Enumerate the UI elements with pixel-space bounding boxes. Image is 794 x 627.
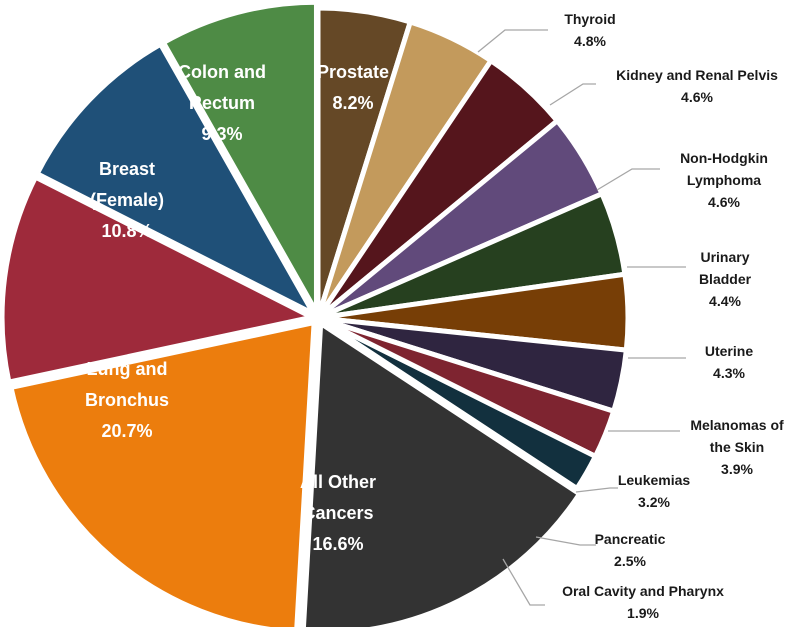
category-label: Lung and [87, 359, 168, 379]
category-label: Pancreatic [595, 531, 666, 547]
category-label: Cancers [302, 503, 373, 523]
value-label: 4.6% [681, 89, 713, 105]
leader-line-oral-cavity-and-pharynx [502, 558, 545, 606]
label-non-hodgkin-lymphoma: Non-Hodgkin Lymphoma 4.6% [680, 150, 768, 210]
value-label: 1.9% [627, 605, 659, 621]
category-label: Colon and [178, 62, 266, 82]
label-pancreatic: Pancreatic 2.5% [595, 531, 666, 569]
label-all-other-cancers: All Other Cancers 16.6% [300, 472, 376, 554]
category-label: Non-Hodgkin [680, 150, 768, 166]
category-label: Leukemias [618, 472, 691, 488]
slice-colon-and-rectum [34, 41, 317, 317]
value-label: 9.3% [201, 124, 242, 144]
label-urinary-bladder: Urinary Bladder 4.4% [699, 249, 752, 309]
value-label: 2.5% [614, 553, 646, 569]
leader-line-non-hodgkin-lymphoma [596, 168, 660, 191]
value-label: 4.8% [574, 33, 606, 49]
label-leukemias: Leukemias 3.2% [618, 472, 691, 510]
leader-line-kidney-and-renal-pelvis [549, 83, 596, 106]
leader-line-leukemias [575, 487, 618, 493]
label-kidney-and-renal-pelvis: Kidney and Renal Pelvis 4.6% [616, 67, 778, 105]
label-breast-female: Breast (Female) 10.8% [90, 159, 164, 241]
label-oral-cavity-and-pharynx: Oral Cavity and Pharynx 1.9% [562, 583, 724, 621]
category-label: Bronchus [85, 390, 169, 410]
label-melanomas-of-the-skin: Melanomas of the Skin 3.9% [690, 417, 784, 477]
label-thyroid: Thyroid 4.8% [564, 11, 615, 49]
category-label: Thyroid [564, 11, 615, 27]
label-lung-and-bronchus: Lung and Bronchus 20.7% [85, 359, 169, 441]
pie-slices [0, 0, 631, 627]
value-label: 3.2% [638, 494, 670, 510]
slice-prostate [160, 0, 319, 315]
slice-oral-cavity-and-pharynx [315, 315, 598, 491]
slice-all-other-cancers [300, 320, 583, 627]
leader-line-pancreatic [535, 536, 596, 546]
slice-breast-female [0, 174, 315, 385]
value-label: 8.2% [332, 93, 373, 113]
category-label: Melanomas of [690, 417, 784, 433]
leader-line-thyroid [477, 29, 548, 53]
category-label: (Female) [90, 190, 164, 210]
category-label: All Other [300, 472, 376, 492]
value-label: 16.6% [312, 534, 363, 554]
category-label: Bladder [699, 271, 752, 287]
slice-labels: Thyroid 4.8%Kidney and Renal Pelvis 4.6%No… [85, 11, 784, 621]
value-label: 4.3% [713, 365, 745, 381]
category-label: the Skin [710, 439, 764, 455]
value-label: 20.7% [101, 421, 152, 441]
value-label: 10.8% [101, 221, 152, 241]
leader-lines [477, 29, 686, 606]
category-label: Urinary [700, 249, 749, 265]
category-label: Lymphoma [687, 172, 761, 188]
value-label: 3.9% [721, 461, 753, 477]
category-label: Uterine [705, 343, 753, 359]
slice-lung-and-bronchus [8, 320, 317, 627]
category-label: Oral Cavity and Pharynx [562, 583, 724, 599]
category-label: Prostate [317, 62, 389, 82]
value-label: 4.6% [708, 194, 740, 210]
category-label: Rectum [189, 93, 255, 113]
label-prostate: Prostate 8.2% [317, 62, 389, 113]
label-colon-and-rectum: Colon and Rectum 9.3% [178, 62, 266, 144]
value-label: 4.4% [709, 293, 741, 309]
category-label: Kidney and Renal Pelvis [616, 67, 778, 83]
category-label: Breast [99, 159, 155, 179]
label-uterine: Uterine 4.3% [705, 343, 753, 381]
